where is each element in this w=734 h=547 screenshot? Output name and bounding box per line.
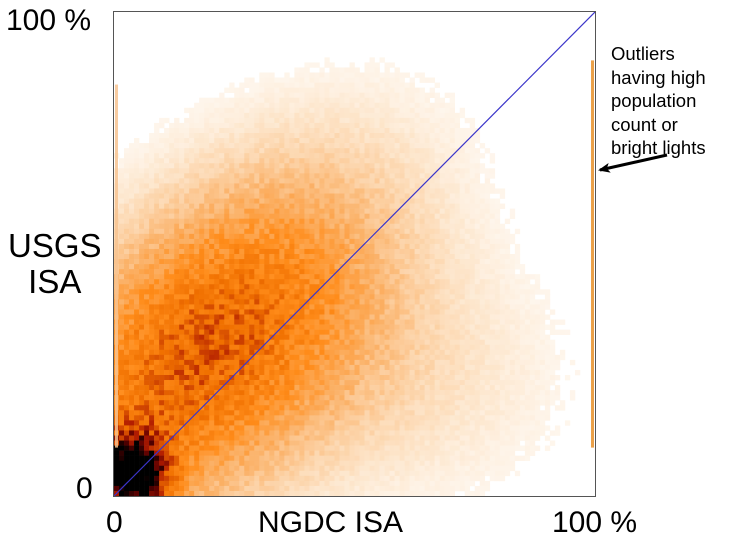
density-plot-area xyxy=(113,11,596,497)
x-axis-tick-max: 100 % xyxy=(552,506,638,539)
arrow-icon xyxy=(598,153,668,173)
y-axis-title: USGS ISA xyxy=(8,228,102,300)
reference-line-1to1 xyxy=(114,12,595,496)
outlier-strip xyxy=(115,84,119,448)
x-axis-tick-min: 0 xyxy=(106,506,123,539)
density-heatmap xyxy=(114,12,595,496)
y-axis-title-line1: USGS xyxy=(8,227,102,264)
y-axis-tick-max: 100 % xyxy=(6,4,92,37)
y-axis-tick-min: 0 xyxy=(76,472,93,505)
outlier-annotation: Outliers having high population count or… xyxy=(611,42,733,160)
annotation-line: population xyxy=(611,90,697,111)
annotation-line: count or xyxy=(611,113,678,135)
annotation-line: Outliers xyxy=(611,43,675,64)
outlier-strip xyxy=(590,60,594,448)
annotation-line: bright lights xyxy=(611,137,706,158)
y-axis-title-line2: ISA xyxy=(28,263,82,300)
annotation-line: having high xyxy=(611,66,706,88)
x-axis-title: NGDC ISA xyxy=(258,506,404,539)
